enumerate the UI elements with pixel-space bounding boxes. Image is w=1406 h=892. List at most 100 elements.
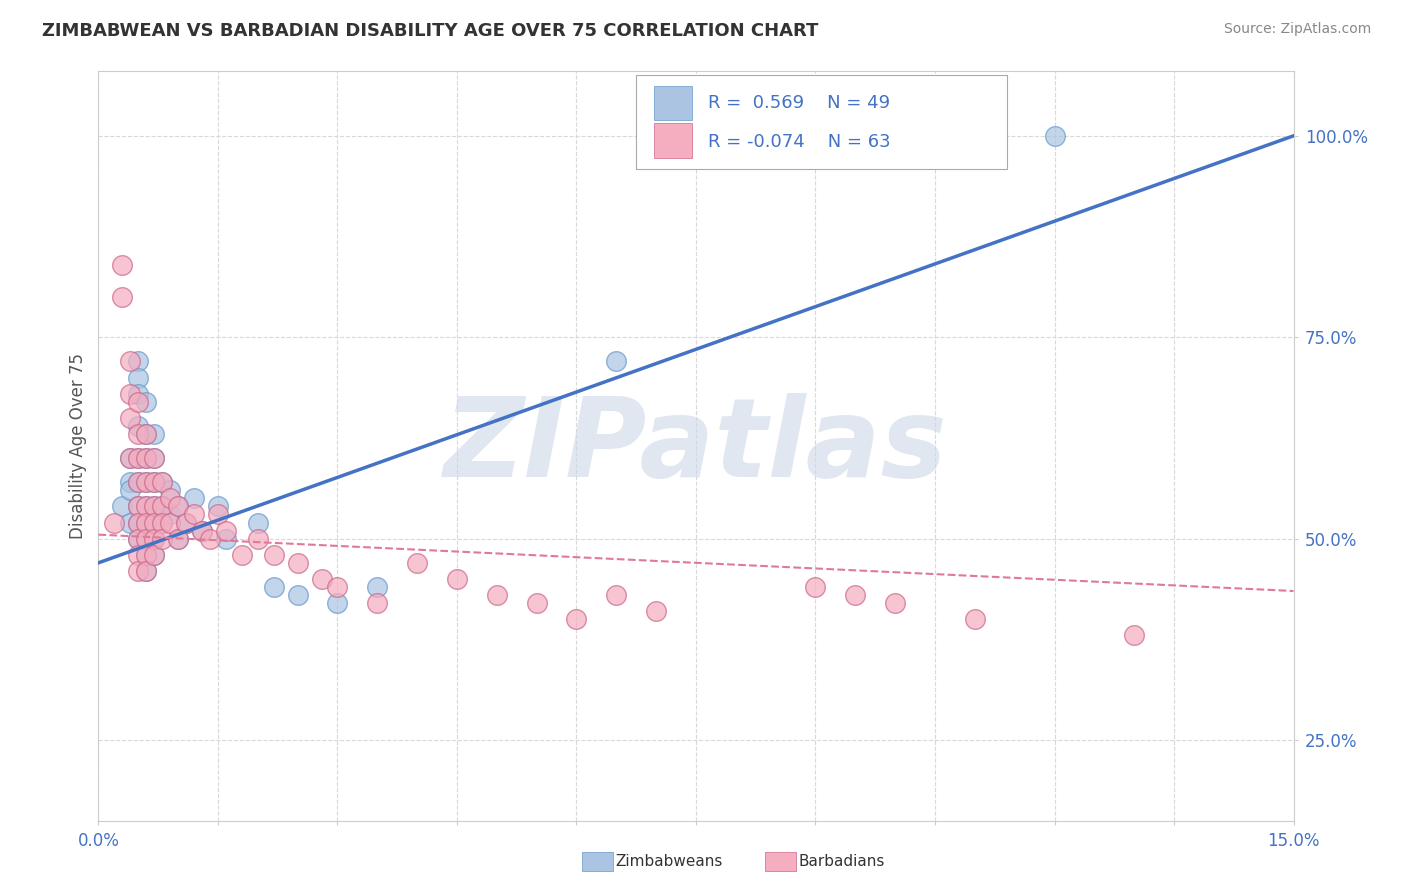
Point (120, 483, 142, 498)
Text: R = -0.074    N = 63: R = -0.074 N = 63 (709, 133, 890, 151)
Point (143, 451, 166, 466)
Point (605, 588, 627, 602)
Point (127, 532, 149, 546)
Point (135, 548, 157, 562)
Point (565, 612, 588, 626)
Point (120, 410, 142, 425)
Point (645, 604, 668, 618)
Point (127, 394, 149, 409)
Point (174, 516, 197, 530)
FancyBboxPatch shape (654, 86, 692, 120)
Point (485, 588, 508, 602)
Point (103, 516, 125, 530)
Point (120, 354, 142, 368)
Point (135, 500, 157, 514)
Text: R =  0.569    N = 49: R = 0.569 N = 49 (709, 94, 890, 112)
Point (143, 475, 166, 490)
Point (143, 500, 166, 514)
Point (143, 516, 166, 530)
Point (135, 516, 157, 530)
Point (135, 451, 157, 466)
Point (127, 418, 149, 433)
Point (159, 483, 181, 498)
Point (120, 386, 142, 401)
Point (120, 516, 142, 530)
Point (167, 532, 190, 546)
Point (526, 596, 548, 610)
Text: ZIMBABWEAN VS BARBADIAN DISABILITY AGE OVER 75 CORRELATION CHART: ZIMBABWEAN VS BARBADIAN DISABILITY AGE O… (42, 22, 818, 40)
Point (215, 524, 238, 538)
Point (174, 516, 197, 530)
Point (127, 370, 149, 384)
Point (287, 588, 309, 602)
Point (120, 451, 142, 466)
Point (111, 500, 134, 514)
Point (127, 548, 149, 562)
Point (127, 426, 149, 441)
Point (605, 354, 627, 368)
Point (287, 556, 309, 570)
FancyBboxPatch shape (654, 123, 692, 158)
Point (215, 532, 238, 546)
Point (127, 564, 149, 578)
Point (127, 475, 149, 490)
Text: ZIPatlas: ZIPatlas (444, 392, 948, 500)
Point (135, 532, 157, 546)
Point (127, 516, 149, 530)
Point (127, 451, 149, 466)
Point (143, 532, 166, 546)
Point (127, 386, 149, 401)
Point (143, 516, 166, 530)
Point (366, 580, 388, 594)
Point (127, 500, 149, 514)
Point (150, 500, 173, 514)
Text: Barbadians: Barbadians (799, 855, 884, 869)
Point (198, 532, 221, 546)
Point (167, 500, 190, 514)
Point (127, 475, 149, 490)
Point (844, 588, 866, 602)
Point (159, 516, 181, 530)
Point (246, 532, 269, 546)
Point (135, 475, 157, 490)
Point (135, 564, 157, 578)
Point (246, 516, 269, 530)
Y-axis label: Disability Age Over 75: Disability Age Over 75 (69, 353, 87, 539)
Text: Source: ZipAtlas.com: Source: ZipAtlas.com (1223, 22, 1371, 37)
Point (191, 524, 214, 538)
Point (135, 564, 157, 578)
Point (135, 426, 157, 441)
Point (366, 596, 388, 610)
Point (127, 516, 149, 530)
Point (135, 516, 157, 530)
Point (191, 524, 214, 538)
Point (183, 508, 205, 522)
Point (207, 508, 229, 522)
Point (135, 532, 157, 546)
Point (143, 548, 166, 562)
FancyBboxPatch shape (637, 75, 1007, 169)
Point (884, 596, 907, 610)
Point (143, 451, 166, 466)
Point (326, 596, 349, 610)
Point (1043, 128, 1066, 143)
Point (143, 500, 166, 514)
Point (150, 532, 173, 546)
Point (311, 572, 333, 586)
Point (111, 290, 134, 304)
Point (127, 500, 149, 514)
Point (1123, 628, 1146, 642)
Point (143, 532, 166, 546)
Point (150, 500, 173, 514)
Point (804, 580, 827, 594)
Point (326, 580, 349, 594)
Point (263, 548, 285, 562)
Point (127, 354, 149, 368)
Point (150, 475, 173, 490)
Point (150, 516, 173, 530)
Point (143, 475, 166, 490)
Point (150, 516, 173, 530)
Point (963, 612, 986, 626)
Point (446, 572, 468, 586)
Point (127, 451, 149, 466)
